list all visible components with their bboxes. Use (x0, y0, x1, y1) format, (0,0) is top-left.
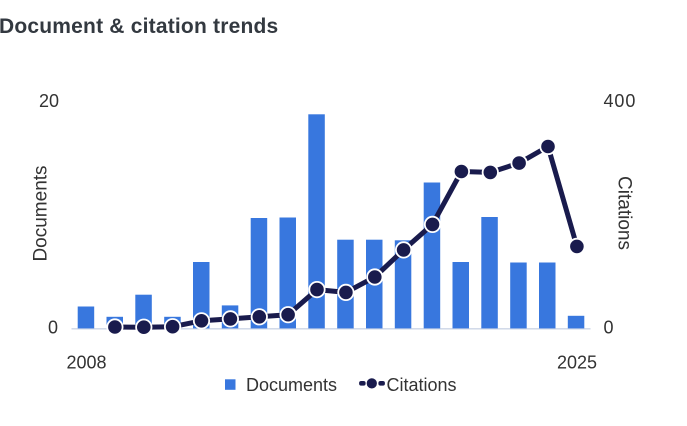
svg-text:2025: 2025 (557, 353, 597, 373)
svg-text:0: 0 (48, 318, 58, 338)
svg-text:Citations: Citations (387, 375, 457, 395)
svg-text:0: 0 (604, 318, 614, 338)
svg-text:2008: 2008 (66, 353, 106, 373)
svg-text:Citations: Citations (614, 176, 635, 250)
svg-text:20: 20 (39, 91, 59, 111)
svg-text:Documents: Documents (31, 165, 52, 261)
svg-text:400: 400 (604, 91, 637, 111)
svg-text:Document & citation trends: Document & citation trends (0, 15, 278, 38)
svg-text:Documents: Documents (246, 375, 337, 395)
